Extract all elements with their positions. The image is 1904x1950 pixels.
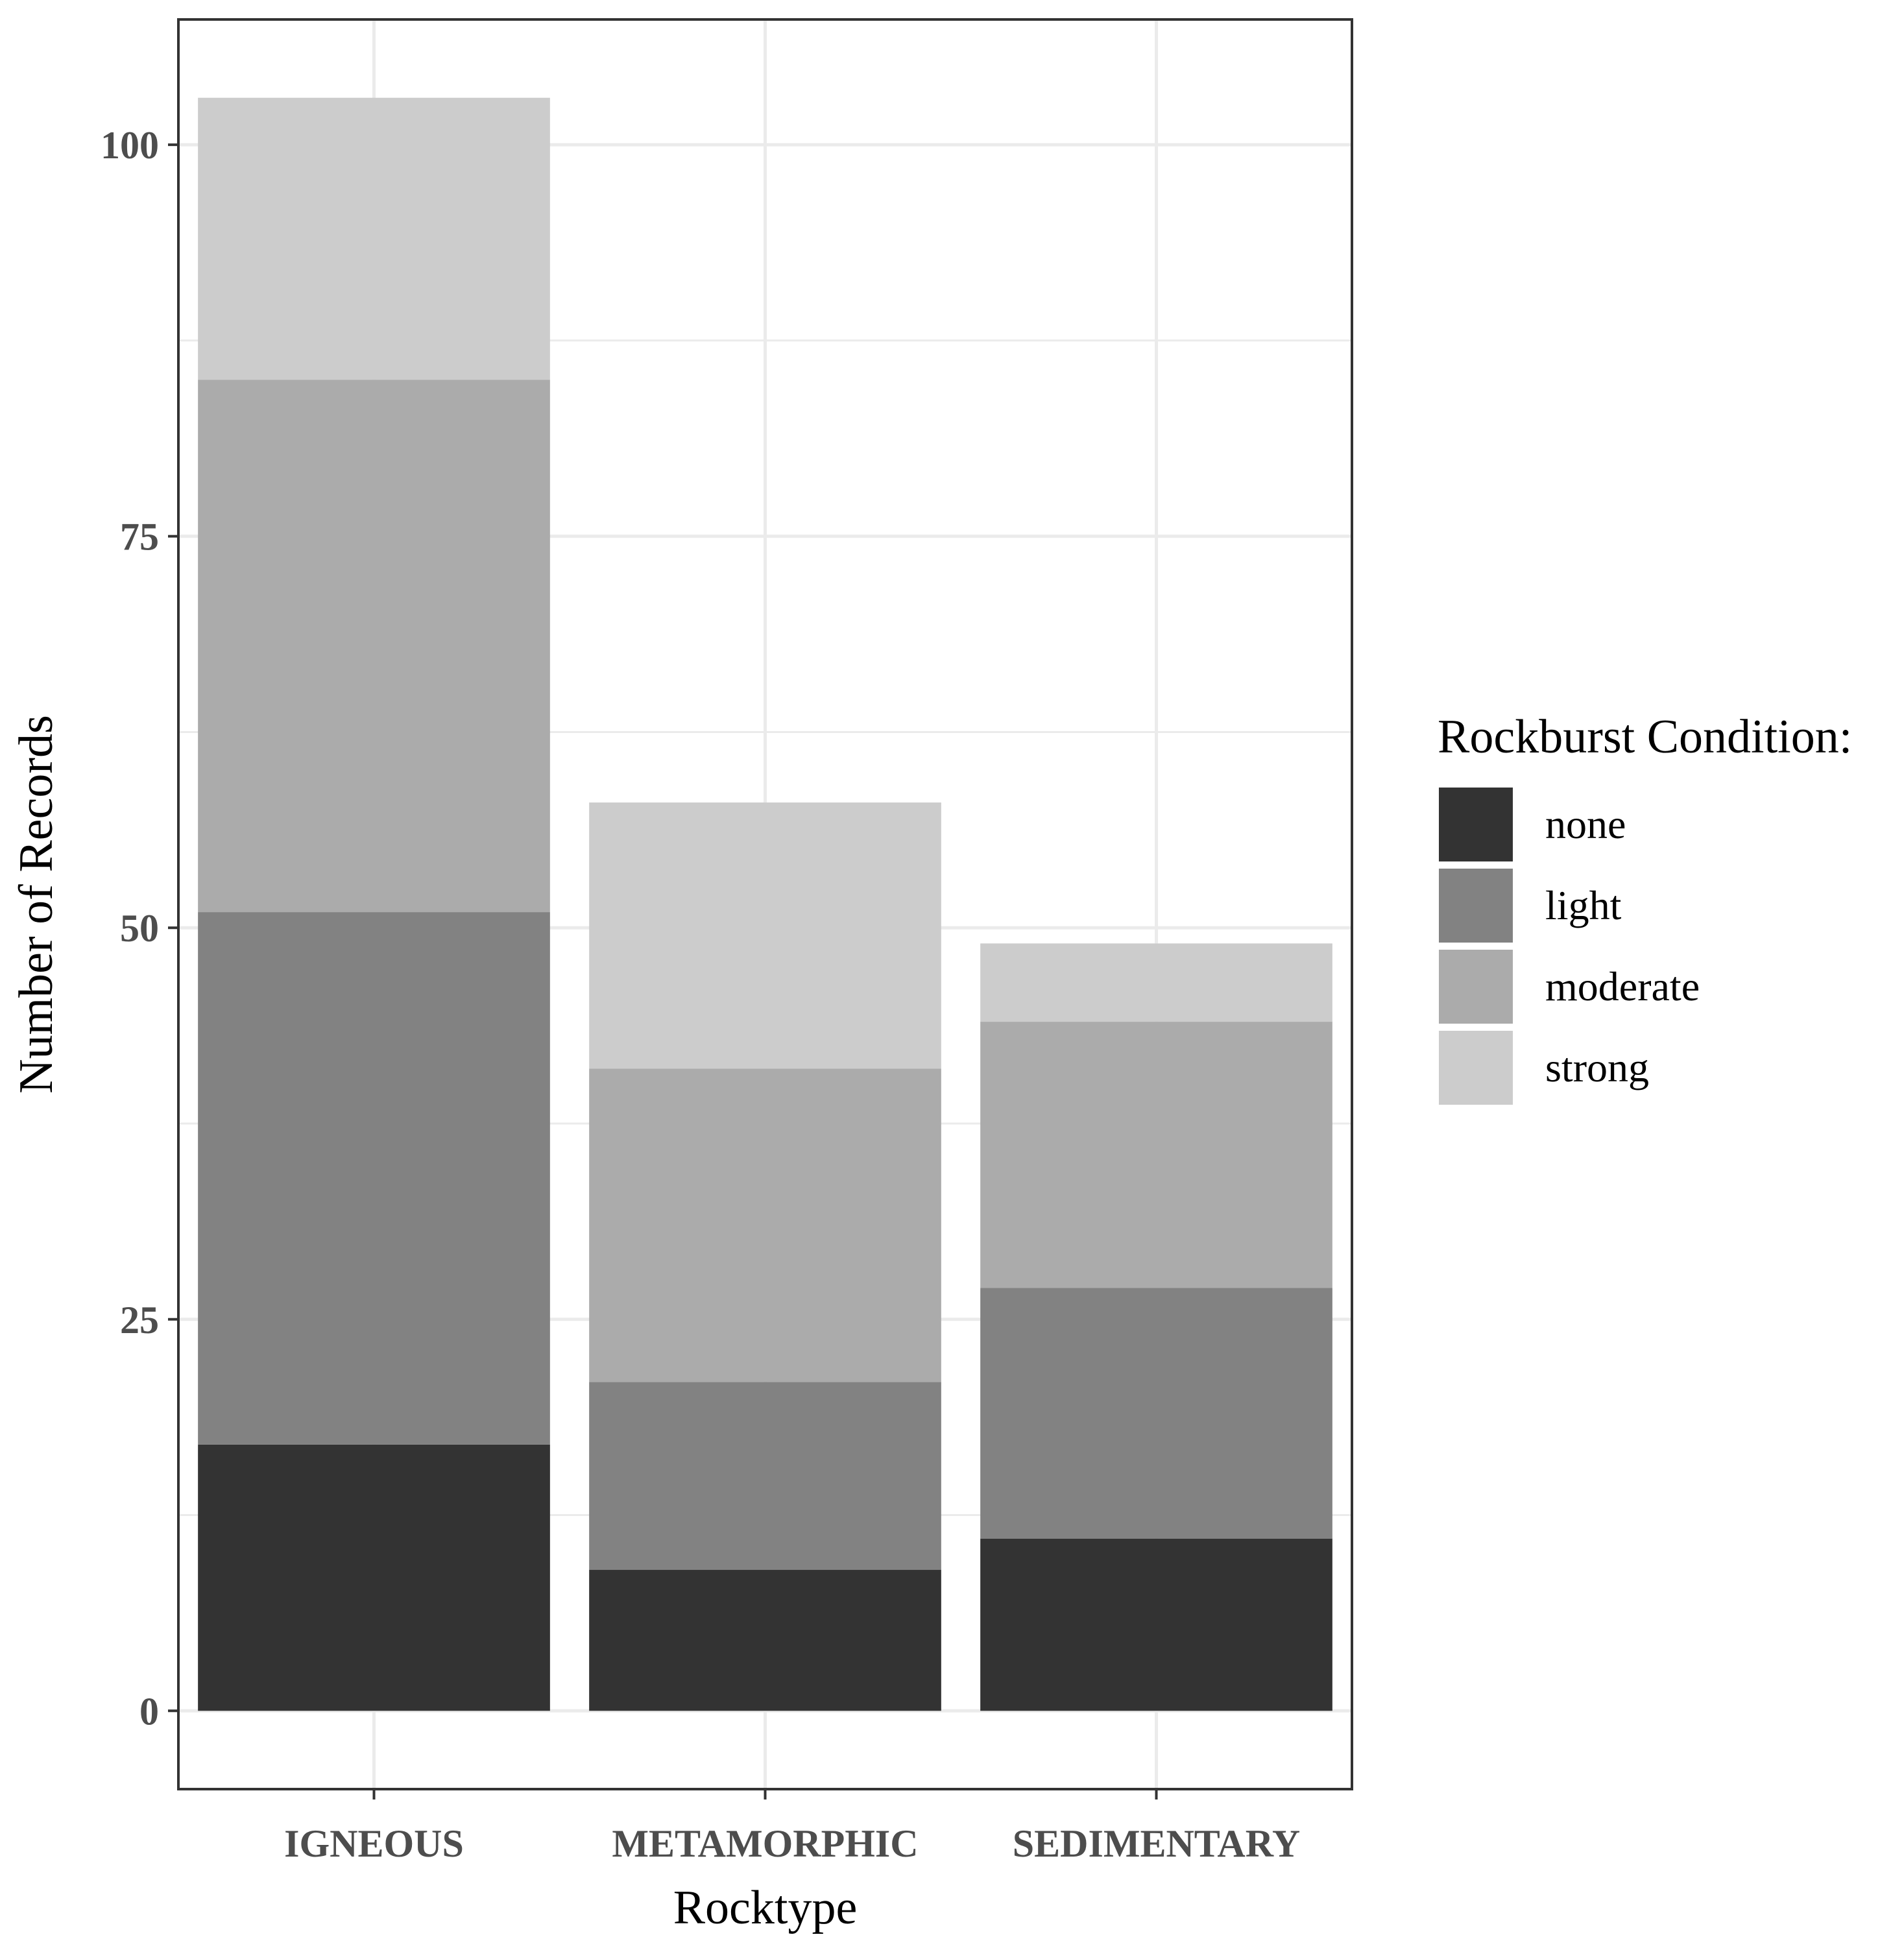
bar-igneous-light [198, 912, 550, 1445]
legend: Rockburst Condition: none light moderate st… [1438, 710, 1852, 1105]
legend-key-strong [1439, 1031, 1513, 1105]
bar-sedimentary-moderate [980, 1022, 1332, 1288]
bar-metamorphic-light [589, 1382, 941, 1571]
bar-igneous-moderate [198, 379, 550, 913]
y-axis-title: Number of Records [10, 715, 63, 1094]
legend-label-moderate: moderate [1545, 963, 1700, 1009]
bar-igneous-none [198, 1444, 550, 1711]
legend-key-none [1439, 788, 1513, 861]
x-tick-label: SEDIMENTARY [1013, 1822, 1301, 1865]
x-axis-title: Rocktype [673, 1881, 858, 1934]
y-tick-label: 75 [120, 516, 159, 559]
bar-igneous-strong [198, 97, 550, 380]
y-tick-label: 100 [101, 124, 159, 167]
bar-sedimentary-strong [980, 943, 1332, 1022]
legend-label-strong: strong [1545, 1044, 1649, 1090]
bar-metamorphic-none [589, 1570, 941, 1711]
bar-sedimentary-light [980, 1288, 1332, 1539]
bars [198, 97, 1332, 1711]
legend-key-moderate [1439, 950, 1513, 1024]
y-axis: 0 25 50 75 100 [101, 124, 178, 1733]
y-tick-label: 0 [139, 1690, 159, 1733]
legend-title: Rockburst Condition: [1438, 710, 1852, 764]
x-tick-label: IGNEOUS [284, 1822, 464, 1865]
x-axis: IGNEOUS METAMORPHIC SEDIMENTARY [284, 1789, 1300, 1865]
y-tick-label: 50 [120, 907, 159, 950]
x-tick-label: METAMORPHIC [612, 1822, 918, 1865]
legend-label-none: none [1545, 801, 1626, 847]
bar-sedimentary-none [980, 1538, 1332, 1711]
legend-label-light: light [1545, 882, 1622, 928]
legend-key-light [1439, 869, 1513, 943]
bar-metamorphic-moderate [589, 1068, 941, 1382]
y-tick-label: 25 [120, 1299, 159, 1342]
bar-metamorphic-strong [589, 802, 941, 1069]
